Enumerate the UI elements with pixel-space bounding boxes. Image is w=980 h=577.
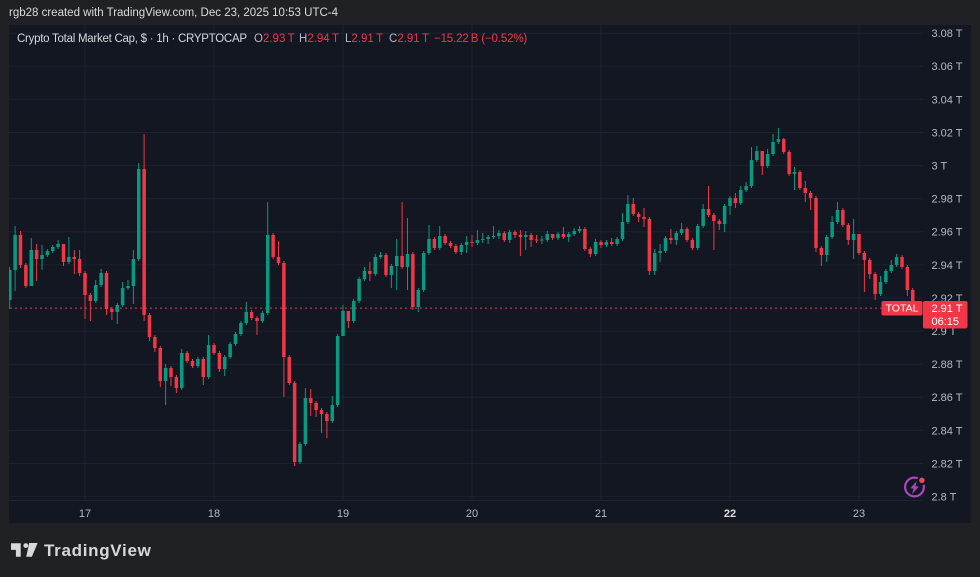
- svg-text:18: 18: [208, 508, 220, 520]
- svg-text:19: 19: [337, 508, 349, 520]
- svg-text:3 T: 3 T: [932, 161, 948, 173]
- svg-text:2.94 T: 2.94 T: [932, 260, 963, 272]
- svg-text:3.08 T: 3.08 T: [932, 28, 963, 40]
- svg-text:17: 17: [79, 508, 91, 520]
- svg-text:3.04 T: 3.04 T: [932, 94, 963, 106]
- svg-text:2.84 T: 2.84 T: [932, 425, 963, 437]
- svg-text:2.82 T: 2.82 T: [932, 458, 963, 470]
- svg-text:22: 22: [724, 508, 736, 520]
- svg-text:2.88 T: 2.88 T: [932, 359, 963, 371]
- svg-text:06:15: 06:15: [932, 316, 960, 328]
- svg-text:2.98 T: 2.98 T: [932, 194, 963, 206]
- svg-text:21: 21: [595, 508, 607, 520]
- svg-text:TOTAL: TOTAL: [886, 303, 919, 315]
- svg-text:2.96 T: 2.96 T: [932, 227, 963, 239]
- svg-text:20: 20: [466, 508, 478, 520]
- svg-text:2.91 T: 2.91 T: [932, 303, 963, 315]
- svg-text:3.06 T: 3.06 T: [932, 61, 963, 73]
- svg-text:2.86 T: 2.86 T: [932, 392, 963, 404]
- svg-text:3.02 T: 3.02 T: [932, 127, 963, 139]
- svg-text:23: 23: [853, 508, 865, 520]
- svg-text:2.9 T: 2.9 T: [932, 326, 957, 338]
- svg-text:2.8 T: 2.8 T: [932, 492, 957, 504]
